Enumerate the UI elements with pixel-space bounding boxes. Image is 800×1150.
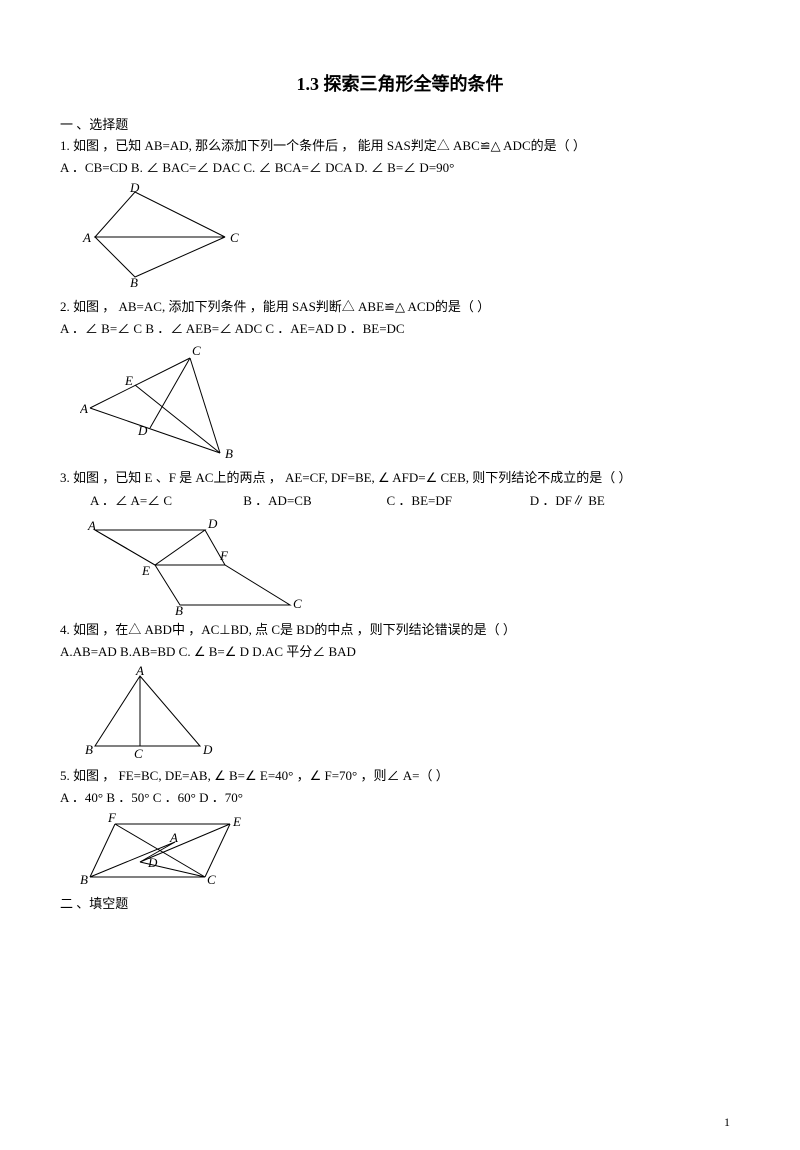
q3-opt-d: D ．DF∥ BE <box>530 490 650 509</box>
q5-figure: F E A D B C <box>80 812 740 887</box>
svg-text:E: E <box>124 373 133 388</box>
q4-text: 4. 如图 ，在△ ABD中 ，AC⊥BD, 点 C是 BD的中点 ，则下列结论… <box>60 621 740 639</box>
svg-text:B: B <box>175 603 183 615</box>
section-1-header: 一 、选择题 <box>60 114 740 133</box>
svg-text:F: F <box>107 812 117 825</box>
svg-text:B: B <box>225 446 233 461</box>
svg-text:A: A <box>80 401 88 416</box>
svg-text:C: C <box>192 343 201 358</box>
svg-text:A: A <box>169 830 178 845</box>
section-2-header: 二 、填空题 <box>60 893 740 912</box>
q3-opt-b: B ．AD=CB <box>243 490 383 509</box>
svg-text:B: B <box>80 872 88 887</box>
svg-text:F: F <box>219 548 229 563</box>
q3-options: A ．∠ A=∠ C B ．AD=CB C ．BE=DF D ．DF∥ BE <box>90 490 740 509</box>
svg-text:D: D <box>202 742 213 757</box>
svg-text:C: C <box>230 230 239 245</box>
q4-options: A.AB=AD B.AB=BD C. ∠ B=∠ D D.AC 平分∠ BAD <box>60 641 740 660</box>
q2-options: A ．∠ B=∠ C B ．∠ AEB=∠ ADC C ．AE=AD D ．BE… <box>60 318 740 337</box>
q4-figure: A B C D <box>80 666 740 761</box>
svg-text:D: D <box>147 855 158 870</box>
q3-figure: A D E F B C <box>80 515 740 615</box>
q3-opt-a: A ．∠ A=∠ C <box>90 490 240 509</box>
q1-figure: A D C B <box>80 182 740 292</box>
svg-text:B: B <box>85 742 93 757</box>
svg-text:D: D <box>129 182 140 195</box>
q5-options: A ．40° B ．50° C ．60° D ．70° <box>60 787 740 806</box>
svg-text:E: E <box>141 563 150 578</box>
svg-text:A: A <box>135 666 144 678</box>
svg-text:B: B <box>130 275 138 290</box>
svg-text:A: A <box>82 230 91 245</box>
q3-text: 3. 如图 ，已知 E 、F 是 AC上的两点 ， AE=CF, DF=BE, … <box>60 469 740 487</box>
q3-opt-c: C ．BE=DF <box>387 490 527 509</box>
page-number: 1 <box>724 1115 730 1130</box>
svg-text:D: D <box>137 423 148 438</box>
svg-text:C: C <box>207 872 216 887</box>
q1-options: A ．CB=CD B. ∠ BAC=∠ DAC C. ∠ BCA=∠ DCA D… <box>60 157 740 176</box>
q1-text: 1. 如图 ，已知 AB=AD, 那么添加下列一个条件后 ， 能用 SAS判定△… <box>60 137 740 155</box>
q2-text: 2. 如图 ， AB=AC, 添加下列条件 ，能用 SAS判断△ ABE≌△ A… <box>60 298 740 316</box>
svg-text:C: C <box>293 596 302 611</box>
svg-text:C: C <box>134 746 143 761</box>
svg-text:D: D <box>207 516 218 531</box>
svg-text:E: E <box>232 814 241 829</box>
page-title: 1.3 探索三角形全等的条件 <box>60 70 740 96</box>
q5-text: 5. 如图 ， FE=BC, DE=AB, ∠ B=∠ E=40° ，∠ F=7… <box>60 767 740 785</box>
q2-figure: A C E D B <box>80 343 740 463</box>
svg-text:A: A <box>87 518 96 533</box>
